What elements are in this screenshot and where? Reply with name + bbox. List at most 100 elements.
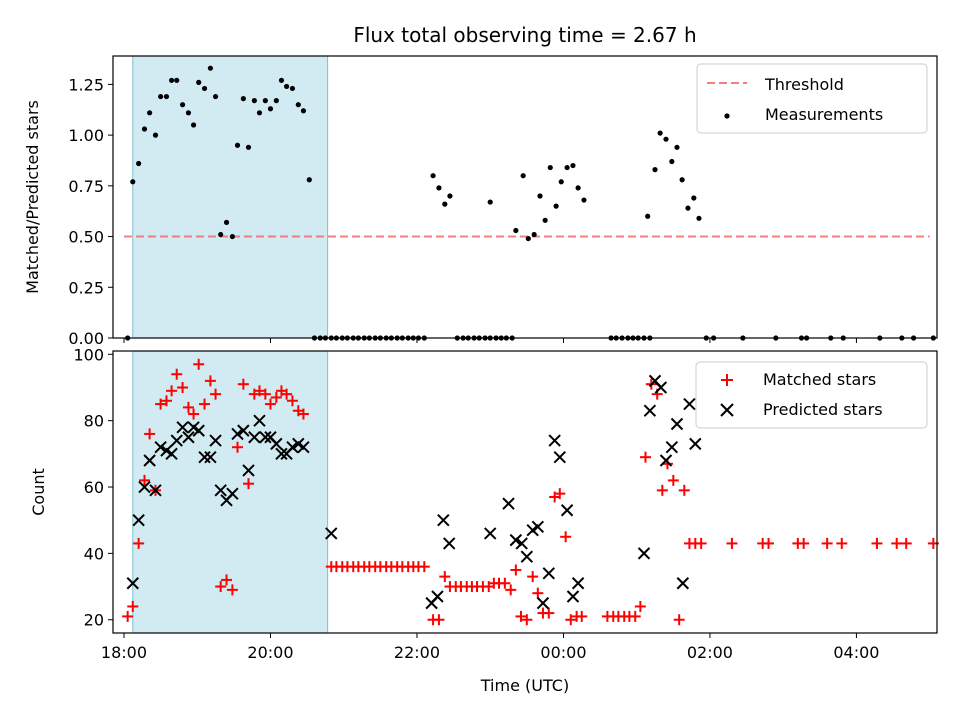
data-point <box>554 488 566 500</box>
y-tick-label: 40 <box>84 544 104 563</box>
data-point <box>160 395 172 407</box>
data-point <box>553 450 566 464</box>
data-point <box>177 381 189 393</box>
data-point <box>575 185 581 191</box>
data-point <box>871 537 883 549</box>
legend-matched-swatch <box>721 374 733 386</box>
data-point <box>253 385 265 397</box>
data-point <box>637 547 651 560</box>
data-point <box>275 447 288 461</box>
data-point <box>138 474 150 486</box>
data-point <box>763 537 775 549</box>
data-point <box>166 385 178 397</box>
data-point <box>204 450 217 464</box>
data-point <box>295 102 301 108</box>
bottom-legend-frame <box>695 361 928 429</box>
data-point <box>182 401 194 413</box>
data-point <box>659 454 673 467</box>
top-x-ticks <box>123 338 857 343</box>
legend-predicted-label: Predicted stars <box>763 400 883 419</box>
data-point <box>196 79 202 85</box>
data-point <box>126 577 139 590</box>
data-point <box>527 571 539 583</box>
data-point <box>821 537 833 549</box>
data-point <box>548 434 561 447</box>
data-point <box>231 427 244 441</box>
data-point <box>509 533 523 547</box>
shaded-observing-window <box>132 55 329 339</box>
data-point <box>234 142 241 148</box>
x-tick-label: 04:00 <box>833 643 879 662</box>
data-point <box>689 437 702 451</box>
data-point <box>656 484 668 496</box>
top-y-axis: 0.00 0.25 0.50 0.75 1.00 1.25 <box>68 75 113 348</box>
data-point <box>564 164 570 171</box>
data-point <box>654 381 668 394</box>
data-point <box>431 590 444 603</box>
data-point <box>543 607 555 619</box>
data-point <box>537 193 543 199</box>
data-point <box>223 219 230 225</box>
data-point <box>437 513 450 527</box>
data-point <box>286 395 298 407</box>
data-point <box>547 164 553 171</box>
data-point <box>262 98 268 104</box>
data-point <box>192 424 205 437</box>
data-point <box>726 537 738 549</box>
legend-predicted-swatch <box>720 403 734 417</box>
data-point <box>297 408 309 420</box>
data-point <box>270 437 283 451</box>
data-point <box>695 537 707 549</box>
data-point <box>691 195 697 201</box>
data-point <box>447 193 453 199</box>
data-point <box>297 441 310 454</box>
data-point <box>264 398 276 410</box>
y-tick-label: 60 <box>84 478 104 497</box>
data-point <box>188 408 200 420</box>
bottom-x-axis: 18:00 20:00 22:00 00:00 02:00 04:00 <box>101 633 879 662</box>
data-point <box>171 368 183 380</box>
data-point <box>891 537 903 549</box>
chart-title: Flux total observing time = 2.67 h <box>353 23 696 47</box>
bottom-y-axis: 20 40 60 80 100 <box>73 345 113 630</box>
legend-threshold-label: Threshold <box>764 75 844 94</box>
data-point <box>278 77 285 83</box>
data-point <box>152 132 159 138</box>
x-tick-label: 00:00 <box>540 643 586 662</box>
data-point <box>418 561 430 573</box>
data-point <box>147 110 153 116</box>
data-point <box>155 398 167 410</box>
data-point <box>300 108 307 114</box>
data-point <box>669 158 675 165</box>
series-matched-stars <box>122 358 939 626</box>
data-point <box>685 205 691 211</box>
data-point <box>232 441 244 453</box>
data-point <box>513 227 519 234</box>
data-point <box>209 434 222 447</box>
data-point <box>560 531 572 543</box>
data-point <box>836 537 848 549</box>
bottom-panel-frame <box>112 350 938 634</box>
data-point <box>149 484 162 497</box>
data-point <box>243 478 255 490</box>
data-point <box>170 434 183 447</box>
data-point <box>253 414 266 427</box>
data-point <box>179 102 186 108</box>
data-point <box>679 177 685 183</box>
data-point <box>185 110 192 116</box>
y-tick-label: 80 <box>84 412 104 431</box>
legend-measurements-swatch <box>724 113 730 119</box>
legend-matched-label: Matched stars <box>763 370 876 389</box>
data-point <box>663 136 669 142</box>
data-point <box>141 126 148 132</box>
data-point <box>190 122 197 128</box>
data-point <box>515 610 527 622</box>
data-point <box>439 571 451 583</box>
data-point <box>430 173 436 179</box>
data-point <box>576 610 588 622</box>
data-point <box>532 587 544 599</box>
data-point <box>207 65 214 71</box>
data-point <box>132 513 145 527</box>
data-point <box>193 358 205 370</box>
data-point <box>521 614 533 626</box>
